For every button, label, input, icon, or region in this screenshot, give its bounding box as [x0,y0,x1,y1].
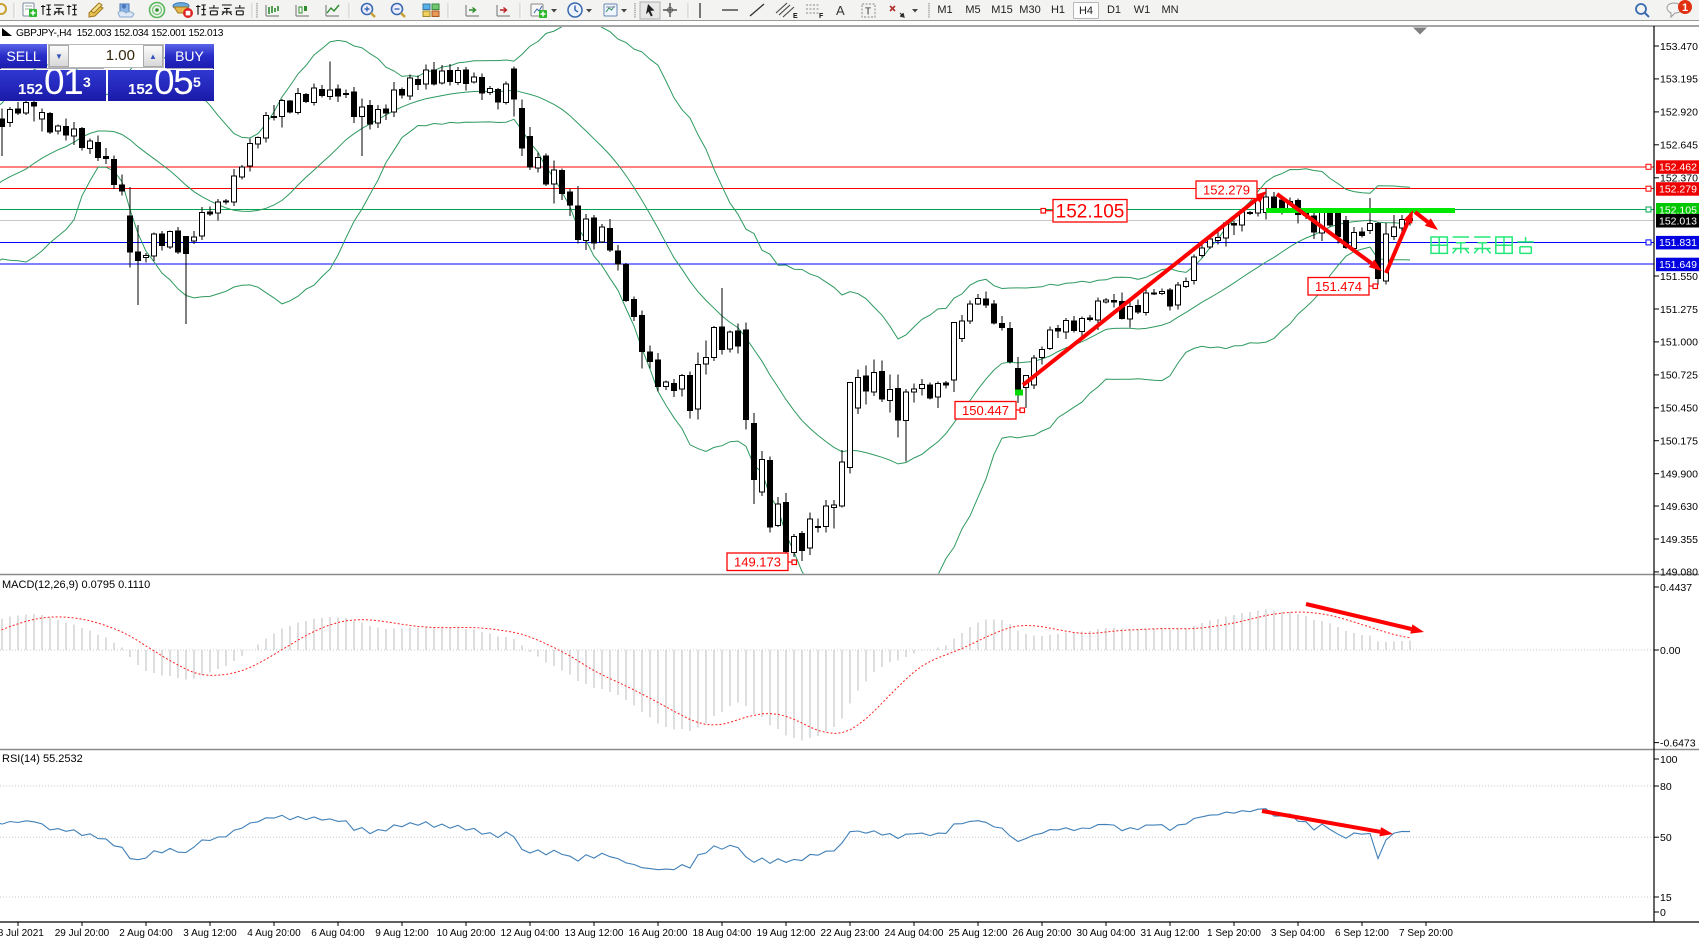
svg-text:E: E [793,13,798,20]
svg-text:13 Aug 12:00: 13 Aug 12:00 [565,928,624,939]
svg-text:151.831: 151.831 [1659,237,1697,249]
svg-text:151.275: 151.275 [1660,304,1698,316]
svg-text:A: A [836,3,845,18]
svg-text:152.462: 152.462 [1659,162,1697,174]
svg-text:149.900: 149.900 [1660,469,1698,481]
svg-text:12 Aug 04:00: 12 Aug 04:00 [501,928,560,939]
svg-text:1: 1 [1682,2,1688,14]
svg-text:153.470: 153.470 [1660,41,1698,53]
svg-text:152.105: 152.105 [1056,202,1125,223]
svg-text:3 Aug 12:00: 3 Aug 12:00 [183,928,237,939]
svg-text:T: T [865,7,871,18]
svg-text:F: F [819,13,824,20]
svg-text:151.550: 151.550 [1660,271,1698,283]
svg-text:153.195: 153.195 [1660,74,1698,86]
svg-text:149.173: 149.173 [734,554,781,569]
svg-text:150.447: 150.447 [962,403,1009,418]
svg-text:149.630: 149.630 [1660,501,1698,513]
svg-text:0.00: 0.00 [1660,645,1681,657]
svg-text:80: 80 [1660,781,1672,793]
svg-text:29 Jul 20:00: 29 Jul 20:00 [55,928,110,939]
svg-text:26 Aug 20:00: 26 Aug 20:00 [1013,928,1072,939]
svg-text:RSI(14) 55.2532: RSI(14) 55.2532 [2,753,83,765]
svg-text:MACD(12,26,9) 0.0795 0.1110: MACD(12,26,9) 0.0795 0.1110 [2,579,150,591]
svg-text:24 Aug 04:00: 24 Aug 04:00 [885,928,944,939]
svg-text:152.279: 152.279 [1659,184,1697,196]
svg-text:100: 100 [1660,754,1678,766]
svg-text:19 Aug 12:00: 19 Aug 12:00 [757,928,816,939]
svg-text:152.013: 152.013 [1659,215,1697,227]
svg-text:3 Sep 04:00: 3 Sep 04:00 [1271,928,1325,939]
svg-text:152.279: 152.279 [1203,182,1250,197]
svg-text:4 Aug 20:00: 4 Aug 20:00 [247,928,301,939]
svg-text:150.175: 150.175 [1660,436,1698,448]
svg-text:15: 15 [1660,892,1672,904]
svg-text:-0.6473: -0.6473 [1660,737,1696,749]
svg-text:9 Aug 12:00: 9 Aug 12:00 [375,928,429,939]
svg-text:149.355: 149.355 [1660,534,1698,546]
svg-text:152.920: 152.920 [1660,107,1698,119]
svg-text:10 Aug 20:00: 10 Aug 20:00 [437,928,496,939]
svg-text:1 Sep 20:00: 1 Sep 20:00 [1207,928,1261,939]
svg-text:25 Aug 12:00: 25 Aug 12:00 [949,928,1008,939]
svg-text:2 Aug 04:00: 2 Aug 04:00 [119,928,173,939]
svg-text:151.474: 151.474 [1315,279,1362,294]
svg-text:30 Aug 04:00: 30 Aug 04:00 [1077,928,1136,939]
svg-text:152.105: 152.105 [1659,204,1697,216]
svg-text:149.080: 149.080 [1660,567,1698,579]
svg-text:152.370: 152.370 [1660,173,1698,185]
svg-text:6 Aug 04:00: 6 Aug 04:00 [311,928,365,939]
svg-text:16 Aug 20:00: 16 Aug 20:00 [629,928,688,939]
svg-text:151.649: 151.649 [1659,259,1697,271]
svg-text:151.000: 151.000 [1660,337,1698,349]
svg-text:0: 0 [1660,907,1666,919]
svg-text:28 Jul 2021: 28 Jul 2021 [0,928,44,939]
svg-text:0.4437: 0.4437 [1660,582,1692,594]
svg-text:152.645: 152.645 [1660,140,1698,152]
svg-text:18 Aug 04:00: 18 Aug 04:00 [693,928,752,939]
svg-text:6 Sep 12:00: 6 Sep 12:00 [1335,928,1389,939]
svg-text:150.725: 150.725 [1660,370,1698,382]
svg-text:7 Sep 20:00: 7 Sep 20:00 [1399,928,1453,939]
svg-text:150.450: 150.450 [1660,403,1698,415]
svg-text:22 Aug 23:00: 22 Aug 23:00 [821,928,880,939]
svg-text:31 Aug 12:00: 31 Aug 12:00 [1141,928,1200,939]
svg-text:50: 50 [1660,832,1672,844]
